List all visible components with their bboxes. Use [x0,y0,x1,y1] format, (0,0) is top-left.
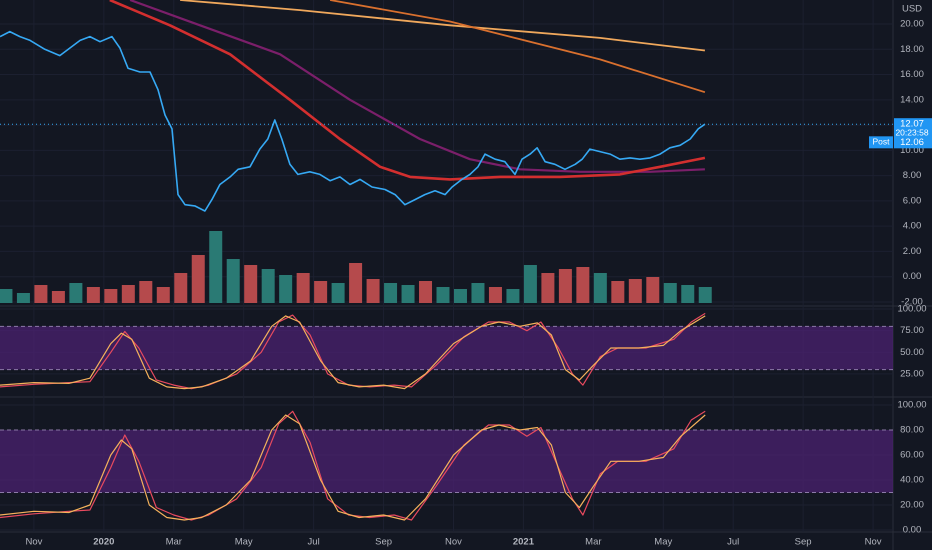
volume-bar [69,283,83,303]
volume-bar [523,265,537,303]
volume-bar [366,279,380,303]
x-tick-label: May [654,537,672,548]
volume-bar [663,283,677,303]
y-tick-label: 60.00 [900,450,924,461]
volume-bar [0,289,13,303]
series-line [180,0,706,52]
y-tick-label: 75.00 [900,325,924,336]
volume-bar [541,273,555,303]
series-line [0,315,706,390]
volume-bar [628,279,642,303]
y-tick-label: 0.00 [903,525,922,536]
x-tick-label: May [235,537,253,548]
y-tick-label: 18.00 [900,44,924,55]
volume-bar [174,273,188,303]
x-tick-label: Nov [445,537,462,548]
volume-bar [453,289,467,303]
series-line [109,0,706,181]
volume-bar [681,285,695,303]
x-tick-label: 2020 [93,537,114,548]
volume-bar [401,285,415,303]
y-tick-label: 10.00 [900,145,924,156]
volume-bar [34,285,48,303]
x-tick-label: Jul [308,537,320,548]
x-tick-label: Mar [166,537,182,548]
x-tick-label: Nov [865,537,882,548]
x-tick-label: Nov [25,537,42,548]
post-box [869,136,893,149]
volume-bar [156,287,170,303]
volume-bar [488,287,502,303]
y-tick-label: 20.00 [900,19,924,30]
y-tick-label: 50.00 [900,347,924,358]
x-tick-label: Jul [727,537,739,548]
volume-bar [121,285,135,303]
series-line [0,414,706,521]
volume-bar [51,291,65,303]
volume-bar [191,255,205,303]
x-tick-label: 2021 [513,537,535,548]
y-tick-label: -2.00 [901,296,923,307]
volume-bar [506,289,520,303]
volume-bar [16,293,30,303]
y-tick-label: 20.00 [900,500,924,511]
volume-bar [558,269,572,303]
x-tick-label: Sep [795,537,812,548]
y-tick-label: 4.00 [903,221,922,232]
volume-bar [593,273,607,303]
volume-bar [261,269,275,303]
last-price-label: 12.07 [900,119,924,130]
y-tick-label: 14.00 [900,94,924,105]
x-tick-label: Sep [375,537,392,548]
volume-bar [104,289,118,303]
y-tick-label: 6.00 [903,195,922,206]
series-line [0,312,706,390]
post-price-box [894,136,932,149]
volume-bar [384,283,398,303]
series-line [0,30,706,212]
volume-bar [611,281,625,303]
series-line [329,0,706,94]
volume-bar [226,259,240,303]
volume-bar [419,281,433,303]
volume-bar [576,267,590,303]
volume-bar [296,273,310,303]
y-tick-label: 8.00 [903,170,922,181]
volume-bar [436,287,450,303]
y-tick-label: 80.00 [900,425,924,436]
overbought-band [0,430,893,493]
y-tick-label: 16.00 [900,69,924,80]
volume-bar [139,281,153,303]
post-price-label: 12.06 [900,137,924,148]
x-tick-label: Mar [585,537,601,548]
y-tick-label: 2.00 [903,246,922,257]
series-line [0,410,706,521]
volume-bar [646,277,660,303]
volume-bar [209,231,223,303]
y-tick-label: 0.00 [903,271,922,282]
y-tick-label: 100.00 [897,304,926,315]
series-line [129,0,705,173]
volume-bar [471,283,485,303]
currency-label: USD [902,4,922,15]
volume-bar [86,287,100,303]
overbought-band [0,326,893,370]
volume-bar [279,275,293,303]
y-tick-label: 100.00 [897,400,926,411]
volume-bar [698,287,712,303]
post-label: Post [872,137,890,147]
volume-bar [244,265,258,303]
last-price-box [894,118,932,140]
volume-bar [314,281,328,303]
countdown-label: 20:23:58 [895,127,928,137]
y-tick-label: 25.00 [900,368,924,379]
y-tick-label: 40.00 [900,475,924,486]
volume-bar [331,283,345,303]
volume-bar [349,263,363,303]
